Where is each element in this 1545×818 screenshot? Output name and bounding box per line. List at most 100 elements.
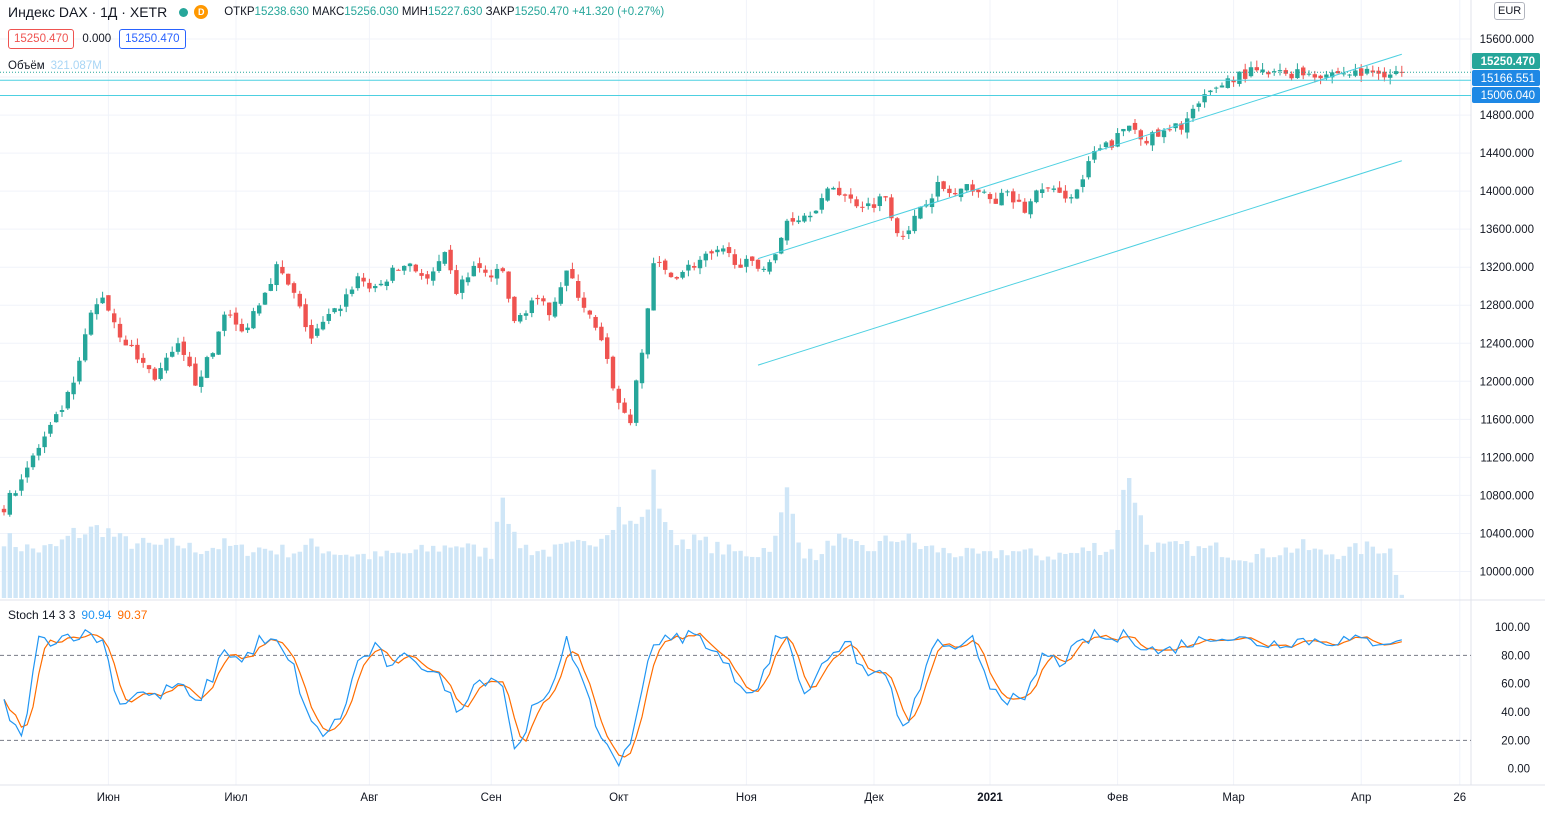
volume-bar: [779, 512, 784, 598]
candle-body: [622, 402, 627, 413]
volume-bar: [280, 544, 285, 598]
volume-bar: [570, 541, 575, 598]
volume-bar: [1011, 551, 1016, 598]
volume-bar: [257, 547, 262, 598]
candle-body: [1312, 74, 1317, 78]
volume-bar: [1080, 547, 1085, 598]
volume-bar: [854, 541, 859, 598]
candle-body: [297, 293, 302, 307]
stoch-legend[interactable]: Stoch 14 3 3 90.94 90.37: [8, 608, 147, 622]
volume-bar: [535, 551, 540, 598]
candle-body: [715, 249, 720, 253]
candle-body: [634, 380, 639, 423]
candle-body: [570, 269, 575, 279]
volume-bar: [564, 542, 569, 598]
volume-bar: [802, 558, 807, 598]
volume-bar: [1382, 553, 1387, 598]
volume-bar: [48, 544, 53, 598]
volume-bar: [628, 520, 633, 598]
volume-bar: [1341, 555, 1346, 598]
candle-body: [871, 204, 877, 208]
price-badge-text: 15250.470: [1481, 56, 1535, 68]
volume-bar: [1022, 549, 1027, 598]
price-badge-bg: [1472, 53, 1540, 69]
candle-body: [779, 237, 784, 254]
time-axis-label: 2021: [977, 792, 1003, 804]
candle-body: [1016, 199, 1022, 202]
candle-body: [935, 181, 940, 197]
volume-bar: [674, 545, 679, 598]
candle-body: [709, 251, 714, 254]
candle-body: [703, 253, 708, 261]
candle-body: [222, 314, 227, 331]
candle-body: [193, 363, 198, 386]
close-label: ЗАКР: [485, 6, 515, 18]
volume-bar: [384, 550, 389, 598]
volume-bar: [1214, 542, 1219, 598]
candle-body: [837, 187, 842, 196]
volume-bar: [419, 544, 424, 598]
volume-bar: [1231, 560, 1236, 598]
candle-body: [976, 189, 981, 193]
volume-bar: [784, 487, 790, 598]
volume-bar: [326, 551, 331, 598]
volume-bar: [77, 537, 82, 598]
volume-bar: [871, 551, 877, 598]
sell-price-box[interactable]: 15250.470: [8, 29, 75, 49]
candle-body: [657, 261, 662, 263]
candle-body: [941, 181, 946, 189]
volume-bar: [1219, 557, 1225, 598]
volume-bar: [755, 557, 761, 598]
volume-bar: [100, 537, 105, 598]
candle-body: [1011, 191, 1016, 203]
candle-body: [349, 289, 355, 294]
volume-bar: [1289, 552, 1294, 598]
price-axis-label: 10800.000: [1480, 490, 1534, 502]
candle-body: [129, 344, 134, 347]
candle-body: [257, 305, 262, 314]
volume-bar: [953, 557, 958, 598]
candle-body: [958, 188, 964, 198]
volume-bar: [431, 545, 436, 598]
candle-body: [152, 368, 157, 380]
volume-bar: [987, 551, 993, 598]
volume-bar: [1063, 553, 1068, 598]
volume-bar: [1237, 560, 1242, 598]
buy-price-box[interactable]: 15250.470: [119, 29, 186, 49]
candle-body: [906, 230, 911, 235]
volume-bar: [1376, 553, 1381, 598]
candle-body: [773, 254, 778, 261]
candle-body: [187, 356, 192, 367]
volume-bar: [129, 548, 134, 598]
volume-bar: [338, 555, 343, 598]
candle-body: [605, 337, 610, 359]
volume-bar: [297, 551, 302, 598]
candle-body: [88, 312, 94, 335]
volume-bar: [442, 545, 447, 598]
volume-bar: [59, 539, 65, 598]
candle-body: [819, 198, 824, 210]
volume-bar: [117, 533, 123, 598]
candle-body: [1295, 69, 1300, 79]
volume-bar: [668, 530, 674, 598]
bid-ask-row: 15250.470 0.000 15250.470: [8, 29, 186, 49]
candle-body: [900, 235, 906, 237]
symbol-title[interactable]: Индекс DAX · 1Д · XETR: [8, 4, 168, 20]
volume-legend[interactable]: Объём 321.087M: [8, 60, 102, 72]
volume-bar: [523, 544, 529, 598]
change-value: +41.320 (+0.27%): [572, 6, 665, 18]
candle-body: [1254, 67, 1259, 71]
volume-bar: [599, 538, 604, 598]
candle-body: [436, 261, 442, 271]
volume-bar: [1179, 544, 1184, 598]
volume-bar: [1103, 551, 1109, 598]
candle-body: [30, 455, 36, 468]
candle-body: [367, 282, 372, 289]
currency-badge[interactable]: EUR: [1494, 2, 1526, 20]
volume-bar: [877, 541, 882, 598]
candle-body: [494, 268, 500, 279]
candle-body: [982, 191, 987, 193]
candle-body: [274, 264, 279, 286]
volume-bar: [1306, 550, 1312, 598]
